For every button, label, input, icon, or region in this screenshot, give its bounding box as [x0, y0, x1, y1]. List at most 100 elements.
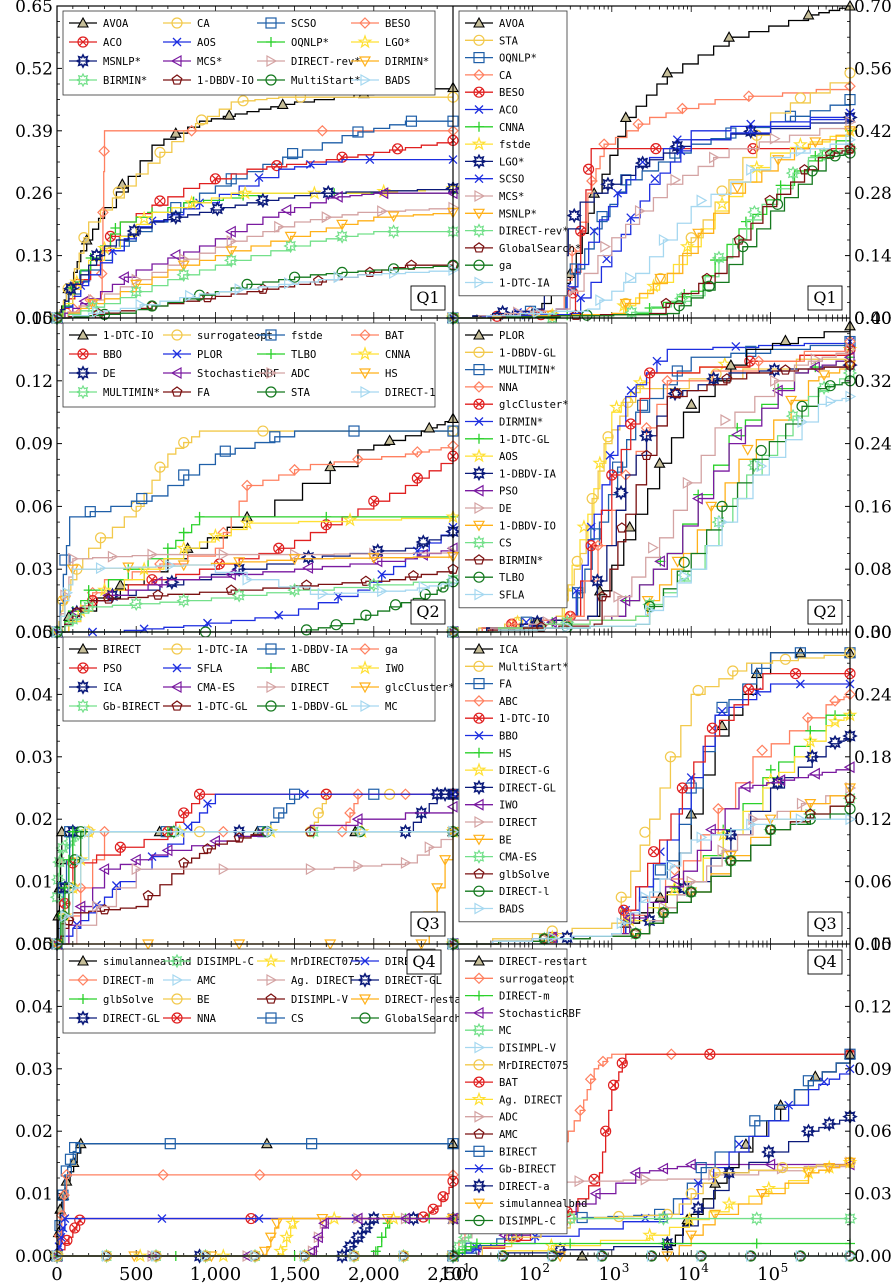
series-marker — [615, 891, 627, 903]
series-marker — [747, 457, 762, 473]
frames — [56, 5, 851, 1257]
series-marker — [600, 1125, 612, 1137]
series-marker — [626, 213, 636, 223]
series-marker — [169, 127, 182, 138]
series-marker — [377, 585, 388, 598]
series-marker — [284, 277, 295, 290]
legend-label: MrDIRECT075 — [291, 956, 361, 968]
legend-item: BADS — [465, 902, 524, 916]
series-marker — [269, 431, 281, 443]
series-line — [57, 188, 454, 319]
series-marker — [705, 823, 716, 836]
series-marker — [806, 165, 818, 177]
series-birect — [51, 825, 459, 949]
legend-item: STA — [257, 386, 311, 399]
legend-label: CNNA — [385, 349, 411, 361]
legend: AVOA ACO MSNLP* BIRMIN* CA AOS MCS* 1-DBDV-IO SC… — [62, 10, 436, 96]
legend-label: ABC — [499, 696, 518, 708]
series-marker — [640, 422, 653, 434]
series-marker — [128, 284, 144, 299]
legend-label: MrDIRECT075 — [499, 1060, 569, 1072]
series-marker — [582, 163, 595, 175]
legend-item: DIRECT-restart — [465, 954, 588, 968]
series-marker — [761, 1180, 777, 1195]
series-marker — [76, 853, 87, 866]
y-tick-label: 0.08 — [854, 560, 892, 580]
series-marker — [607, 1079, 620, 1091]
legend-marker — [471, 849, 487, 864]
series-marker — [377, 569, 387, 579]
series-marker — [596, 590, 608, 602]
legend-marker — [473, 571, 485, 583]
series-marker — [207, 527, 223, 543]
series-marker — [727, 665, 739, 677]
panel-label: Q1 — [416, 288, 439, 307]
legend-label: ICA — [103, 682, 123, 694]
legend-marker — [471, 153, 487, 170]
series-marker — [61, 1234, 73, 1247]
series-marker — [629, 1166, 641, 1179]
legend-item: GlobalSearch* — [465, 242, 581, 255]
legend-item: 1-DTC-GL — [465, 434, 550, 446]
legend-label: glcCluster* — [499, 399, 569, 411]
y-tick-label: 0.05 — [15, 623, 53, 643]
legend-marker — [359, 1012, 371, 1024]
series-marker — [223, 109, 236, 120]
panel-label-box — [410, 285, 446, 311]
series-marker — [586, 175, 598, 187]
legend-marker — [171, 74, 183, 85]
series-line — [57, 430, 453, 633]
series-marker — [823, 1162, 836, 1174]
legend-marker — [77, 36, 89, 48]
series-marker — [233, 557, 246, 569]
series-marker — [237, 185, 253, 200]
legend: AVOA STA OQNLP* CA BESO ACO CNNA fstde LGO* SCSO M… — [458, 10, 581, 297]
legend-marker — [266, 973, 278, 987]
legend-marker — [75, 679, 91, 695]
legend-label: ga — [499, 260, 512, 272]
legend-marker — [472, 484, 484, 497]
series-marker — [130, 279, 143, 291]
legend-label: PSO — [103, 663, 122, 675]
legend-label: DISIMPL-V — [499, 1043, 557, 1055]
series-marker — [78, 232, 90, 244]
x-tick-exponent: 4 — [701, 1261, 709, 1275]
legend-item: AOS — [163, 37, 216, 49]
legend-label: 1-DTC-GL — [499, 434, 550, 446]
series-marker — [168, 209, 184, 225]
legend-item: MC — [465, 1022, 512, 1038]
legend-label: MultiStart* — [291, 75, 361, 87]
series-marker — [658, 1238, 669, 1249]
legend-label: fstde — [499, 139, 531, 151]
y-tick-label: 0.12 — [15, 372, 53, 392]
legend-label: StochasticRBF — [499, 1008, 581, 1020]
legend-item: BESO — [465, 86, 524, 99]
series-marker — [65, 612, 81, 627]
series-marker — [407, 569, 419, 581]
series-marker — [721, 373, 733, 384]
series-marker — [429, 786, 445, 802]
series-marker — [623, 911, 635, 925]
series-marker — [709, 151, 720, 164]
legend-item: DIRECT-GL — [69, 1010, 160, 1026]
y-tick-label: 0.06 — [854, 1122, 892, 1142]
series-marker — [801, 711, 814, 724]
series-marker — [616, 1057, 628, 1069]
series-marker — [673, 300, 685, 312]
series-marker — [658, 233, 670, 247]
series-marker — [684, 1158, 696, 1171]
panel-Q2-left: 0.00 0.03 0.06 0.09 0.12 0.15 1-DTC-IO BBO DE MUL… — [15, 309, 461, 643]
series-marker — [586, 522, 596, 532]
series-marker — [300, 789, 309, 799]
series-marker — [63, 854, 74, 865]
legend-item: 1-DTC-GL — [163, 700, 248, 713]
legend-label: DIRECT-a — [499, 1181, 550, 1193]
series-marker — [110, 223, 121, 233]
legend-item: BADS — [351, 73, 410, 87]
legend-item: 1-DBDV-GL — [465, 346, 556, 359]
legend-marker — [471, 465, 487, 482]
series-line — [453, 1242, 850, 1257]
series-marker — [389, 266, 400, 280]
y-tick-label: 0.32 — [854, 372, 892, 392]
panel-label-box — [807, 599, 843, 625]
